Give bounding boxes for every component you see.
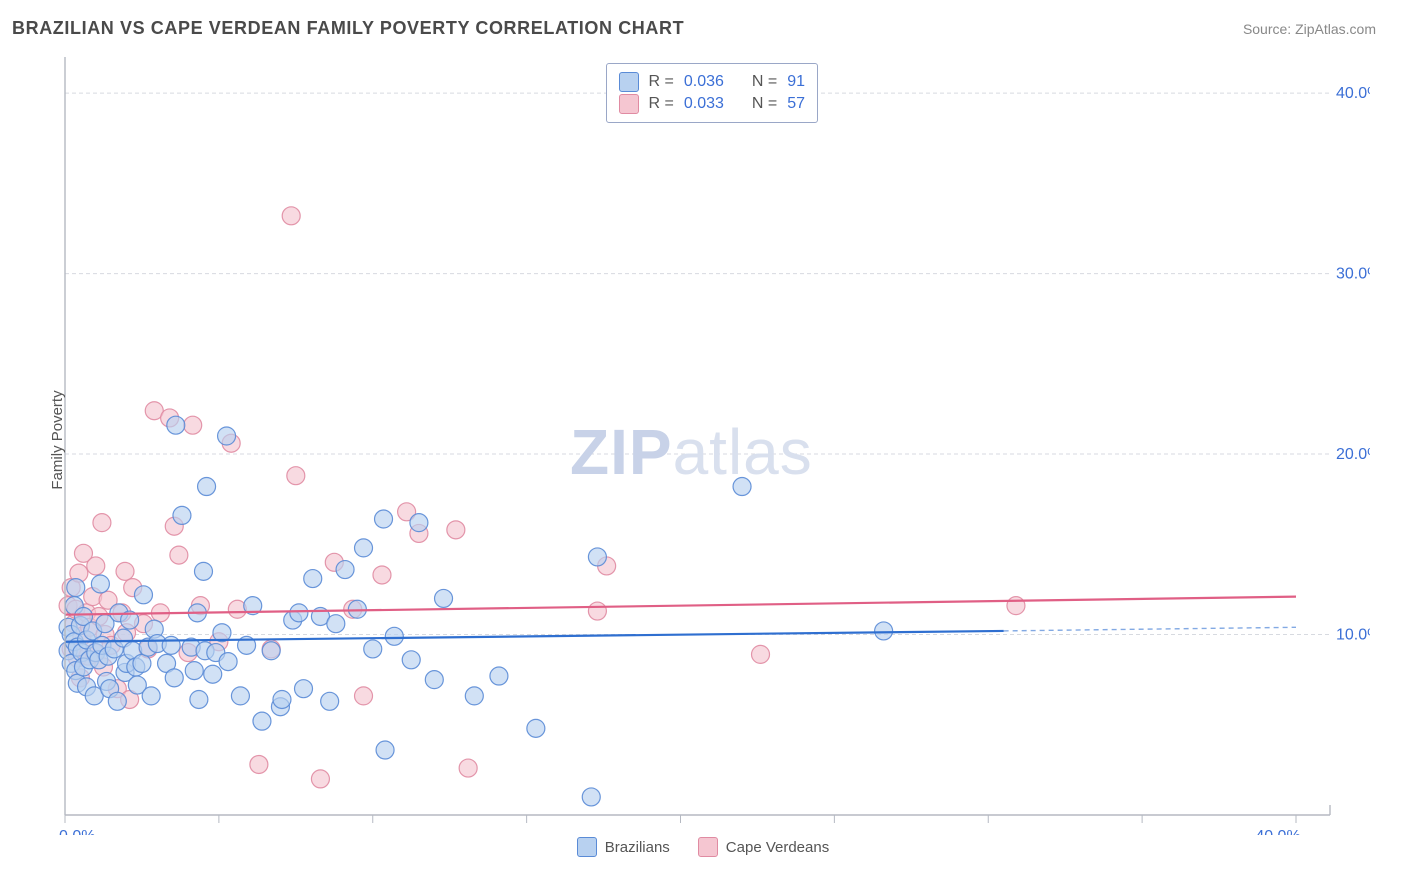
svg-text:30.0%: 30.0%	[1336, 266, 1370, 283]
svg-text:0.0%: 0.0%	[59, 828, 95, 835]
svg-text:10.0%: 10.0%	[1336, 627, 1370, 644]
legend-label-a: Brazilians	[605, 839, 670, 856]
legend-swatch-b	[698, 837, 718, 857]
source-label: Source: ZipAtlas.com	[1243, 21, 1376, 37]
chart-title: BRAZILIAN VS CAPE VERDEAN FAMILY POVERTY…	[12, 18, 684, 39]
scatter-plot: 10.0% 20.0% 30.0% 40.0% 0.0% 40.0%	[10, 45, 1370, 835]
svg-text:40.0%: 40.0%	[1255, 828, 1300, 835]
legend-label-b: Cape Verdeans	[726, 839, 829, 856]
legend-bottom: Brazilians Cape Verdeans	[0, 837, 1406, 857]
svg-text:40.0%: 40.0%	[1336, 85, 1370, 102]
swatch-series-b	[619, 94, 639, 114]
svg-text:20.0%: 20.0%	[1336, 446, 1370, 463]
y-axis-label: Family Poverty	[49, 390, 66, 489]
legend-swatch-a	[577, 837, 597, 857]
correlation-stats-box: R = 0.036 N = 91 R = 0.033 N = 57	[606, 63, 819, 123]
swatch-series-a	[619, 72, 639, 92]
